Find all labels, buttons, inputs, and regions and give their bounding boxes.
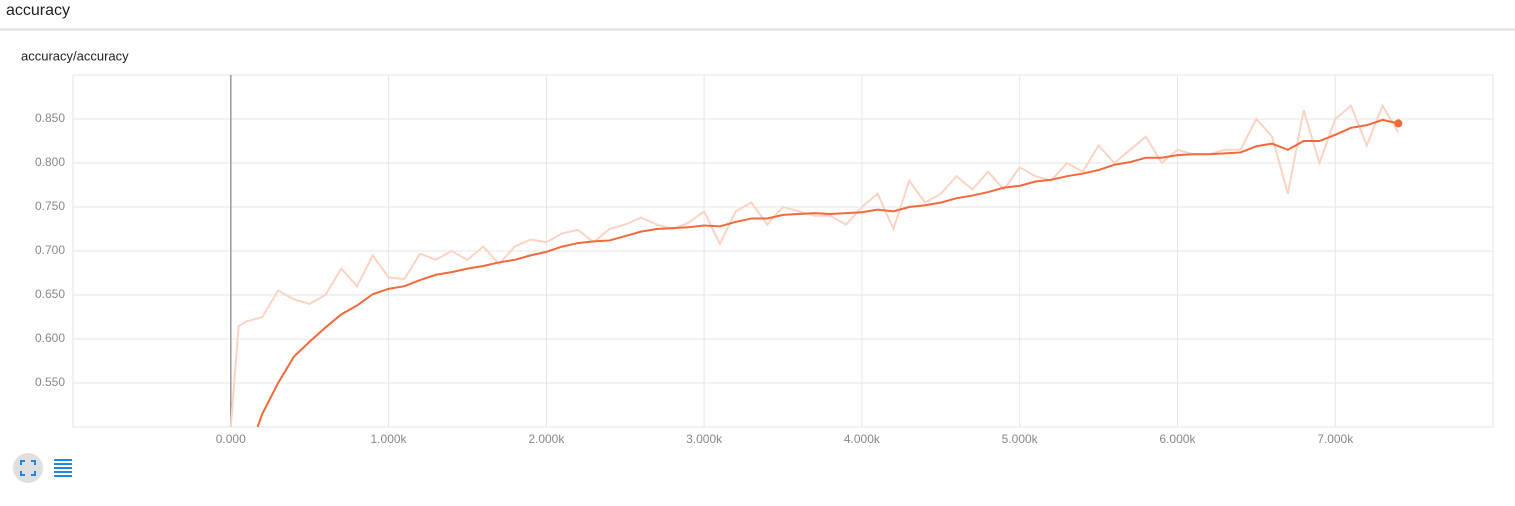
fit-button[interactable] [13,453,43,483]
y-tick-label: 0.600 [35,331,65,345]
x-tick-label: 0.000 [216,432,246,446]
x-tick-label: 4.000k [844,432,881,446]
y-tick-label: 0.550 [35,375,65,389]
x-tick-label: 1.000k [371,432,408,446]
chart-title: accuracy/accuracy [21,48,129,63]
x-tick-label: 2.000k [528,432,565,446]
end-point [1394,119,1403,128]
header-title: accuracy [6,2,70,19]
list-icon [54,459,72,477]
data-toggle-button[interactable] [54,459,72,477]
button-bg [13,453,43,483]
fit-icon [20,460,36,476]
x-tick-label: 5.000k [1002,432,1039,446]
x-tick-label: 6.000k [1159,432,1196,446]
x-tick-label: 7.000k [1317,432,1354,446]
y-tick-label: 0.850 [35,111,65,125]
y-tick-label: 0.650 [35,287,65,301]
y-tick-label: 0.750 [35,199,65,213]
y-tick-label: 0.800 [35,155,65,169]
x-tick-label: 3.000k [686,432,723,446]
y-tick-label: 0.700 [35,243,65,257]
series-line [256,118,1399,427]
